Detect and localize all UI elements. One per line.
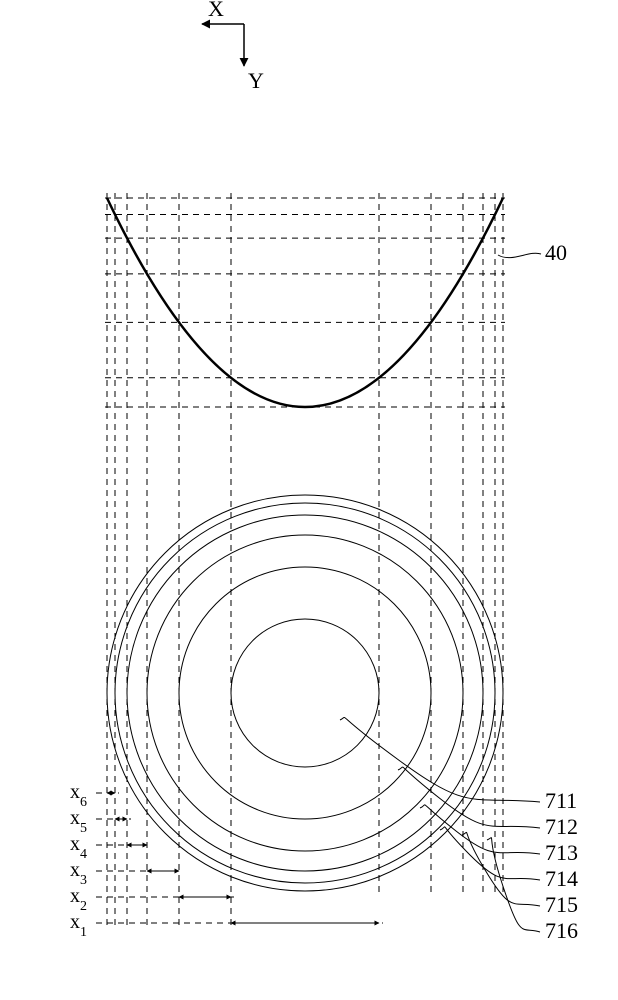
leader-line	[440, 827, 540, 880]
axis-y-label: Y	[248, 68, 264, 93]
parabola-ref-label: 40	[545, 240, 567, 265]
concentric-rings	[107, 495, 503, 891]
dimension-label: x5	[70, 807, 87, 836]
parabola-curve	[107, 198, 503, 407]
dimension-arrows	[107, 793, 379, 923]
text-labels: X Yx6x5x4x3x2x1 711712713714715716 40	[70, 0, 578, 943]
leader-line	[420, 805, 540, 854]
leader-lines	[340, 253, 541, 932]
dimension-label: x1	[70, 911, 87, 940]
parabola	[107, 198, 503, 407]
technical-diagram: X Yx6x5x4x3x2x1 711712713714715716 40	[0, 0, 618, 1000]
axis-x-label: X	[208, 0, 224, 21]
dimension-label: x2	[70, 885, 87, 914]
dimension-label: x4	[70, 833, 87, 862]
ring-ref-label: 711	[545, 788, 577, 813]
leader-line	[340, 717, 540, 802]
dimension-label: x6	[70, 781, 87, 810]
coordinate-axes	[202, 24, 244, 66]
ring-6	[107, 495, 503, 891]
ring-ref-label: 715	[545, 892, 578, 917]
dimension-label: x3	[70, 859, 87, 888]
ring-2	[179, 567, 431, 819]
ring-4	[127, 515, 483, 871]
ring-3	[147, 535, 463, 851]
ring-1	[231, 619, 379, 767]
leader-line	[498, 253, 541, 257]
ring-ref-label: 714	[545, 866, 578, 891]
ring-ref-label: 712	[545, 814, 578, 839]
ring-5	[115, 503, 495, 883]
ring-ref-label: 716	[545, 918, 578, 943]
leader-line	[398, 767, 540, 828]
ring-ref-label: 713	[545, 840, 578, 865]
